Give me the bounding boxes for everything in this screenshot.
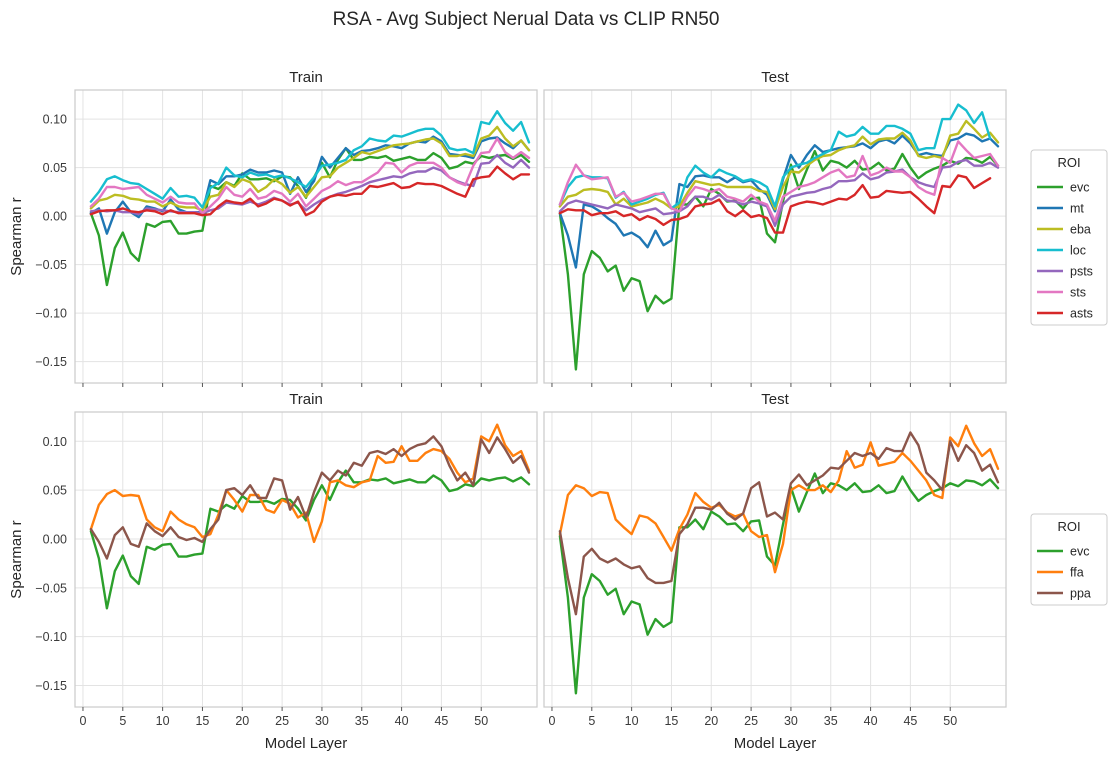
subplot-title: Test bbox=[761, 391, 789, 408]
y-tick-label: 0.10 bbox=[43, 113, 67, 127]
figure-title: RSA - Avg Subject Nerual Data vs CLIP RN… bbox=[333, 9, 720, 30]
series-line-ppa bbox=[89, 435, 531, 560]
x-tick-label: 50 bbox=[943, 714, 957, 728]
y-axis-label: Spearman r bbox=[8, 520, 25, 598]
y-tick-label: −0.10 bbox=[35, 630, 67, 644]
legend-top: ROI evc mt eba loc psts sts asts bbox=[1030, 149, 1108, 326]
x-tick-label: 0 bbox=[79, 714, 86, 728]
subplot-title: Test bbox=[761, 69, 789, 86]
legend-label-sts: sts bbox=[1070, 286, 1086, 300]
x-tick-label: 20 bbox=[704, 714, 718, 728]
legend-label-psts: psts bbox=[1070, 265, 1093, 279]
legend-label-asts: asts bbox=[1070, 307, 1093, 321]
legend-label-eba: eba bbox=[1070, 223, 1091, 237]
series-line-sts bbox=[89, 137, 531, 215]
y-axis-label: Spearman r bbox=[8, 197, 25, 275]
series-line-asts bbox=[89, 165, 531, 217]
legend-label-evc: evc bbox=[1070, 181, 1089, 195]
series-line-ffa bbox=[89, 423, 531, 544]
y-tick-label: 0.05 bbox=[43, 161, 67, 175]
series-line-eba bbox=[89, 125, 531, 212]
series-line-ffa bbox=[558, 424, 1000, 574]
series-line-loc bbox=[89, 110, 531, 209]
y-tick-label: −0.10 bbox=[35, 307, 67, 321]
plot-background bbox=[75, 90, 537, 383]
series-line-psts bbox=[558, 158, 1000, 228]
y-tick-label: 0.10 bbox=[43, 435, 67, 449]
x-tick-label: 0 bbox=[548, 714, 555, 728]
series-line-evc bbox=[558, 149, 1000, 371]
series-line-asts bbox=[558, 174, 992, 234]
y-tick-label: −0.15 bbox=[35, 355, 67, 369]
subplot-top-right: Test bbox=[543, 69, 1007, 387]
plot-frame bbox=[74, 411, 538, 708]
x-tick-label: 5 bbox=[119, 714, 126, 728]
x-tick-label: 35 bbox=[824, 714, 838, 728]
x-tick-label: 40 bbox=[395, 714, 409, 728]
x-tick-label: 15 bbox=[664, 714, 678, 728]
subplot-bottom-right: Test 0 5 10 15 20 25 30 35 40 45 50 Model Layer bbox=[543, 391, 1007, 752]
legend-label-ppa: ppa bbox=[1070, 587, 1091, 601]
x-tick-label: 50 bbox=[474, 714, 488, 728]
legend-label-ffa: ffa bbox=[1070, 566, 1084, 580]
plot-background bbox=[75, 412, 537, 707]
plot-frame bbox=[543, 89, 1007, 384]
series-line-eba bbox=[558, 119, 1000, 211]
legend-label-mt: mt bbox=[1070, 202, 1084, 216]
series-line-evc bbox=[558, 472, 1000, 695]
x-tick-label: 45 bbox=[903, 714, 917, 728]
plot-frame bbox=[74, 89, 538, 384]
x-tick-label: 35 bbox=[355, 714, 369, 728]
y-tick-label: −0.15 bbox=[35, 679, 67, 693]
legend-label-loc: loc bbox=[1070, 244, 1086, 258]
subplot-title: Train bbox=[289, 391, 323, 408]
x-axis-label: Model Layer bbox=[265, 735, 348, 752]
y-tick-label: 0.05 bbox=[43, 484, 67, 498]
subplot-title: Train bbox=[289, 69, 323, 86]
x-tick-label: 20 bbox=[235, 714, 249, 728]
series-line-ppa bbox=[558, 431, 1000, 616]
x-tick-label: 15 bbox=[195, 714, 209, 728]
x-tick-label: 5 bbox=[588, 714, 595, 728]
legend-title: ROI bbox=[1057, 519, 1080, 534]
y-tick-label: 0.00 bbox=[43, 210, 67, 224]
x-tick-label: 25 bbox=[744, 714, 758, 728]
series-line-evc bbox=[89, 469, 531, 610]
series-line-loc bbox=[558, 103, 992, 210]
subplot-bottom-left: Train 0 5 10 15 20 25 30 35 40 45 50 −0.15 −0.10 −0.… bbox=[8, 391, 538, 752]
x-tick-label: 40 bbox=[864, 714, 878, 728]
legend-box bbox=[1030, 149, 1108, 326]
legend-title: ROI bbox=[1057, 155, 1080, 170]
x-tick-label: 10 bbox=[156, 714, 170, 728]
y-tick-label: −0.05 bbox=[35, 581, 67, 595]
series-line-sts bbox=[558, 140, 1000, 223]
plot-frame bbox=[543, 411, 1007, 708]
legend-label-evc: evc bbox=[1070, 545, 1089, 559]
x-axis-label: Model Layer bbox=[734, 735, 817, 752]
legend-bottom: ROI evc ffa ppa bbox=[1030, 513, 1108, 606]
x-tick-label: 30 bbox=[784, 714, 798, 728]
x-tick-label: 30 bbox=[315, 714, 329, 728]
x-tick-label: 45 bbox=[434, 714, 448, 728]
y-tick-label: −0.05 bbox=[35, 258, 67, 272]
legend-box bbox=[1030, 513, 1108, 606]
subplot-top-left: Train −0.15 −0.10 −0.05 0.00 0.05 0.10 Spearm… bbox=[8, 69, 538, 387]
x-tick-label: 25 bbox=[275, 714, 289, 728]
x-tick-label: 10 bbox=[625, 714, 639, 728]
y-tick-label: 0.00 bbox=[43, 532, 67, 546]
